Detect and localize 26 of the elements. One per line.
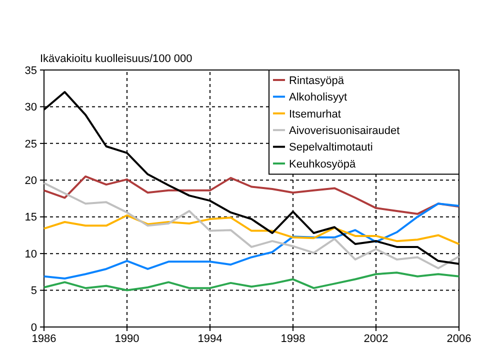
x-tick-label: 1998: [280, 333, 306, 345]
y-tick-label: 30: [24, 102, 37, 114]
x-tick-label: 1986: [32, 333, 56, 345]
line-series: [43, 272, 460, 292]
y-tick-label: 0: [30, 322, 37, 334]
line-series: [43, 175, 460, 215]
line-series: [43, 214, 460, 246]
y-tick-label: 15: [24, 212, 37, 224]
legend-label: Sepelvaltimotauti: [289, 142, 373, 154]
legend-label: Alkoholisyyt: [289, 92, 348, 104]
y-tick-label: 10: [24, 248, 37, 260]
y-tick-label: 25: [24, 138, 37, 150]
legend-label: Keuhkosyöpä: [289, 158, 357, 170]
y-axis-title: Ikävakioitu kuolleisuus/100 000: [40, 53, 192, 65]
y-tick-label: 35: [24, 64, 37, 77]
legend-label: Aivoverisuonisairaudet: [289, 124, 400, 137]
x-tick-label: 2006: [446, 333, 472, 345]
line-series: [43, 182, 460, 270]
y-tick-label: 20: [24, 174, 37, 187]
x-tick-label: 1990: [114, 333, 140, 345]
y-tick-label: 5: [30, 285, 37, 298]
legend-label: Itsemurhat: [289, 108, 341, 120]
legend-label: Rintasyöpä: [289, 74, 345, 87]
line-series: [43, 202, 460, 280]
x-tick-label: 2002: [364, 333, 388, 345]
x-tick-label: 1994: [198, 333, 222, 345]
